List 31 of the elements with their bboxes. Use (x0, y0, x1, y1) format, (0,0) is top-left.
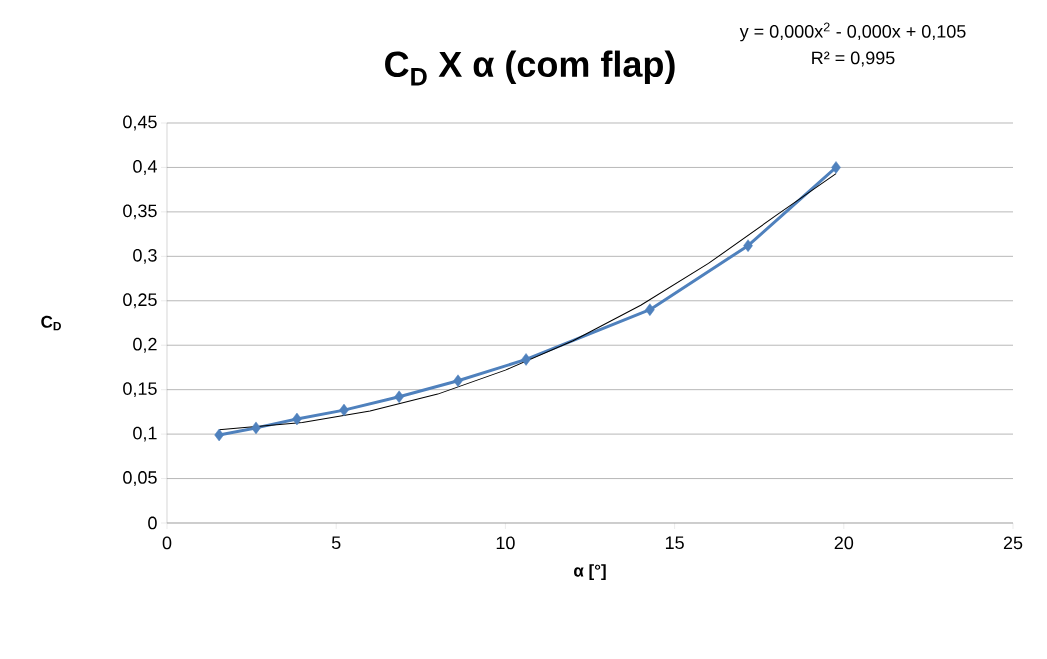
x-tick-label: 5 (331, 536, 341, 550)
x-axis-title: α [°] (574, 564, 606, 580)
point (831, 161, 841, 174)
y-tick-label: 0,3 (133, 248, 157, 264)
y-tick-label: 0,1 (133, 426, 157, 442)
point (743, 239, 753, 252)
y-tick-label: 0,45 (123, 115, 157, 131)
x-tick-label: 0 (162, 536, 172, 550)
x-tick-label: 10 (496, 536, 515, 550)
y-axis-title: C$_{D}$ (41, 315, 61, 331)
y-tick-label: 0,05 (123, 471, 157, 486)
point (251, 421, 261, 435)
y-tick-label: 0,35 (123, 204, 157, 220)
x-tick-label: 20 (834, 536, 854, 550)
x-tick-label: 15 (665, 536, 684, 550)
point (394, 390, 404, 404)
text: y = 0,000x$^{2}$ - 0,000x + 0,105 (739, 22, 966, 42)
x-tick-label: 25 (1003, 536, 1023, 550)
chart-title: C$_{D}$ X α (com flap) (385, 50, 675, 86)
point (453, 374, 463, 388)
point (292, 412, 302, 426)
y-tick-label: 0 (148, 516, 157, 530)
y-tick-label: 0,25 (123, 293, 157, 309)
y-tick-label: 0,2 (133, 337, 157, 353)
y-tick-label: 0,15 (123, 382, 157, 398)
point (521, 353, 531, 366)
y-tick-label: 0,4 (133, 160, 157, 175)
point (339, 403, 349, 417)
point (214, 428, 224, 442)
point (645, 303, 655, 316)
text: R² = 0,995 (812, 51, 895, 67)
